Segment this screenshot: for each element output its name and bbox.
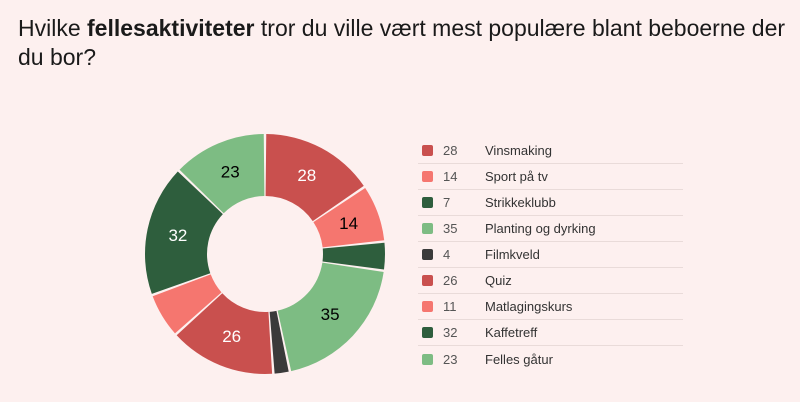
legend-swatch bbox=[422, 171, 433, 182]
legend-item[interactable]: 7 Strikkeklubb bbox=[418, 190, 683, 216]
legend-item[interactable]: 26 Quiz bbox=[418, 268, 683, 294]
legend-swatch bbox=[422, 275, 433, 286]
legend-value: 26 bbox=[443, 273, 458, 288]
chart-legend: 28 Vinsmaking 14 Sport på tv 7 Strikkeklubb 35… bbox=[418, 138, 683, 372]
slice-value-label: 28 bbox=[297, 166, 316, 185]
legend-value: 32 bbox=[443, 325, 458, 340]
question-prefix: Hvilke bbox=[18, 15, 88, 41]
legend-value: 35 bbox=[443, 221, 458, 236]
legend-label: Filmkveld bbox=[485, 247, 540, 262]
legend-label: Quiz bbox=[485, 273, 512, 288]
legend-item[interactable]: 23 Felles gåtur bbox=[418, 346, 683, 372]
slice-value-label: 14 bbox=[339, 214, 358, 233]
slice-value-label: 26 bbox=[222, 327, 241, 346]
donut-slice[interactable] bbox=[313, 187, 385, 248]
legend-swatch bbox=[422, 223, 433, 234]
legend-item[interactable]: 32 Kaffetreff bbox=[418, 320, 683, 346]
question-suffix: tror du ville vært mest populære blant b… bbox=[18, 15, 786, 70]
legend-value: 7 bbox=[443, 195, 451, 210]
donut-slice[interactable] bbox=[179, 134, 265, 214]
legend-item[interactable]: 11 Matlagingskurs bbox=[418, 294, 683, 320]
legend-value: 11 bbox=[443, 299, 457, 314]
slice-value-label: 23 bbox=[221, 163, 240, 182]
question-bold: fellesaktiviteter bbox=[87, 15, 255, 41]
question-title: Hvilke fellesaktiviteter tror du ville v… bbox=[18, 14, 793, 72]
donut-slice[interactable] bbox=[265, 134, 364, 222]
donut-slice[interactable] bbox=[176, 293, 273, 374]
legend-item[interactable]: 28 Vinsmaking bbox=[418, 138, 683, 164]
slice-value-label: 35 bbox=[321, 305, 340, 324]
legend-swatch bbox=[422, 327, 433, 338]
legend-swatch bbox=[422, 145, 433, 156]
legend-value: 14 bbox=[443, 169, 458, 184]
donut-slice[interactable] bbox=[152, 274, 222, 334]
donut-slice[interactable] bbox=[145, 171, 223, 294]
legend-item[interactable]: 4 Filmkveld bbox=[418, 242, 683, 268]
legend-value: 28 bbox=[443, 143, 458, 158]
donut-slice[interactable] bbox=[277, 262, 384, 372]
legend-label: Planting og dyrking bbox=[485, 221, 596, 236]
donut-slice[interactable] bbox=[269, 310, 289, 374]
legend-swatch bbox=[422, 353, 433, 365]
donut-slice[interactable] bbox=[322, 242, 385, 270]
legend-label: Kaffetreff bbox=[485, 325, 538, 340]
legend-label: Felles gåtur bbox=[485, 351, 553, 367]
legend-item[interactable]: 35 Planting og dyrking bbox=[418, 216, 683, 242]
legend-value: 23 bbox=[443, 351, 458, 367]
legend-swatch bbox=[422, 197, 433, 208]
legend-label: Strikkeklubb bbox=[485, 195, 556, 210]
legend-swatch bbox=[422, 301, 433, 312]
slice-value-label: 32 bbox=[168, 226, 187, 245]
legend-swatch bbox=[422, 249, 433, 260]
legend-label: Matlagingskurs bbox=[485, 299, 573, 314]
legend-label: Vinsmaking bbox=[485, 143, 552, 158]
donut-chart: 28 14 35 26 32 23 bbox=[145, 134, 385, 374]
legend-label: Sport på tv bbox=[485, 169, 548, 184]
legend-value: 4 bbox=[443, 247, 451, 262]
legend-item[interactable]: 14 Sport på tv bbox=[418, 164, 683, 190]
